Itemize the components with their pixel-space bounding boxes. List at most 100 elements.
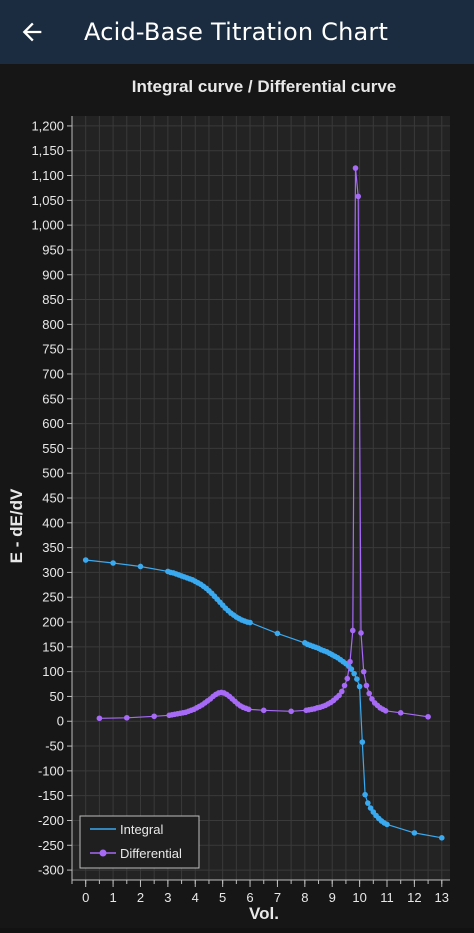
series-layer (82, 165, 445, 841)
data-point-differential (347, 658, 353, 665)
x-tick-label: 11 (380, 890, 394, 905)
legend-differential-label: Differential (120, 846, 182, 861)
y-tick-label: 900 (42, 267, 64, 282)
y-tick-label: 800 (42, 317, 64, 332)
page-title: Acid-Base Titration Chart (84, 18, 389, 46)
y-tick-label: 400 (42, 515, 64, 530)
y-axis-label: E - dE/dV (7, 488, 26, 563)
data-point-differential (358, 630, 364, 636)
data-point-integral (365, 800, 371, 806)
data-point-differential (382, 708, 389, 714)
data-point-integral (354, 676, 360, 682)
data-point-differential (260, 707, 267, 714)
x-tick-label: 10 (352, 890, 366, 905)
y-tick-label: 550 (42, 441, 64, 456)
x-axis-label: Vol. (249, 904, 279, 923)
titration-chart: -300-250-200-150-100-5005010015020025030… (7, 77, 450, 923)
y-tick-label: 700 (42, 366, 64, 381)
data-point-integral (82, 557, 89, 563)
data-point-differential (355, 193, 362, 200)
data-point-differential (349, 627, 356, 634)
data-point-differential (245, 706, 252, 713)
y-tick-label: 500 (42, 466, 64, 481)
arrow-left-icon[interactable] (18, 18, 46, 46)
data-point-differential (288, 708, 294, 715)
y-tick-label: -50 (45, 739, 64, 754)
data-point-integral (348, 666, 355, 672)
x-tick-label: 12 (407, 890, 421, 905)
x-tick-label: 8 (301, 890, 308, 905)
y-tick-label: 1,150 (31, 143, 64, 158)
data-point-differential (341, 682, 348, 689)
data-point-differential (360, 668, 367, 675)
y-tick-label: 0 (57, 714, 64, 729)
data-point-integral (359, 739, 366, 745)
data-point-integral (438, 835, 445, 841)
data-point-differential (336, 692, 342, 699)
x-tick-label: 2 (137, 890, 144, 905)
legend-integral-label: Integral (120, 822, 163, 837)
data-point-integral (247, 619, 253, 626)
data-point-differential (339, 688, 345, 695)
data-point-differential (363, 682, 370, 689)
data-point-integral (362, 791, 368, 798)
x-tick-label: 6 (246, 890, 253, 905)
y-tick-label: 850 (42, 292, 64, 307)
y-tick-label: 1,000 (31, 218, 64, 233)
x-tick-label: 3 (164, 890, 171, 905)
y-axis-ticks: -300 -250 -200 -150 -100 -50 0 50 100 150 200 250 30… (31, 118, 72, 878)
x-tick-label: 13 (435, 890, 449, 905)
y-tick-label: 1,200 (31, 118, 64, 133)
y-tick-label: 600 (42, 416, 64, 431)
y-tick-label: 50 (50, 689, 64, 704)
x-tick-label: 1 (109, 890, 116, 905)
x-tick-label: 5 (219, 890, 226, 905)
y-tick-label: 250 (42, 590, 64, 605)
data-point-integral (411, 830, 418, 836)
y-tick-label: 750 (42, 342, 64, 357)
y-tick-label: 450 (42, 491, 64, 506)
data-point-differential (123, 714, 130, 721)
x-axis-ticks: 0 1 2 3 4 5 6 7 8 9 10 11 12 13 (71, 880, 449, 905)
data-point-differential (96, 715, 103, 722)
x-tick-label: 9 (329, 890, 336, 905)
data-point-differential (425, 713, 431, 720)
data-point-differential (397, 710, 404, 716)
data-point-differential (151, 713, 157, 720)
chart-legend: Integral Differential (79, 815, 200, 869)
data-point-differential (352, 165, 359, 171)
chart-panel: -300 -250 -200 -150 -100 -50 0 50 100 150 200 250 30… (0, 64, 474, 928)
legend-differential-marker (99, 849, 107, 857)
y-tick-label: -100 (38, 763, 64, 778)
y-tick-label: 350 (42, 540, 64, 555)
y-tick-label: -200 (38, 813, 64, 828)
y-tick-label: 1,050 (31, 193, 64, 208)
data-point-integral (137, 563, 144, 570)
y-tick-label: 100 (42, 664, 64, 679)
grid-lines (71, 116, 450, 881)
data-point-differential (369, 696, 375, 702)
data-point-integral (110, 560, 116, 566)
legend-box (79, 815, 200, 869)
data-point-differential (344, 675, 351, 682)
x-tick-label: 7 (274, 890, 281, 905)
data-point-integral (367, 805, 374, 811)
y-tick-label: 150 (42, 639, 64, 654)
y-tick-label: 950 (42, 242, 64, 257)
data-point-integral (384, 821, 390, 828)
y-tick-label: -300 (38, 863, 64, 878)
chart-title: Integral curve / Differential curve (132, 77, 397, 96)
y-tick-label: -250 (38, 838, 64, 853)
y-tick-label: 200 (42, 615, 64, 630)
data-point-integral (274, 630, 281, 637)
y-tick-label: 300 (42, 565, 64, 580)
app-bar: Acid-Base Titration Chart (0, 0, 474, 64)
data-point-integral (351, 670, 357, 677)
y-tick-label: 650 (42, 391, 64, 406)
data-point-differential (366, 690, 372, 697)
x-tick-label: 4 (192, 890, 199, 905)
y-tick-label: 1,100 (31, 168, 64, 183)
y-tick-label: -150 (38, 788, 64, 803)
data-point-integral (356, 683, 363, 690)
x-tick-label: 0 (82, 890, 89, 905)
